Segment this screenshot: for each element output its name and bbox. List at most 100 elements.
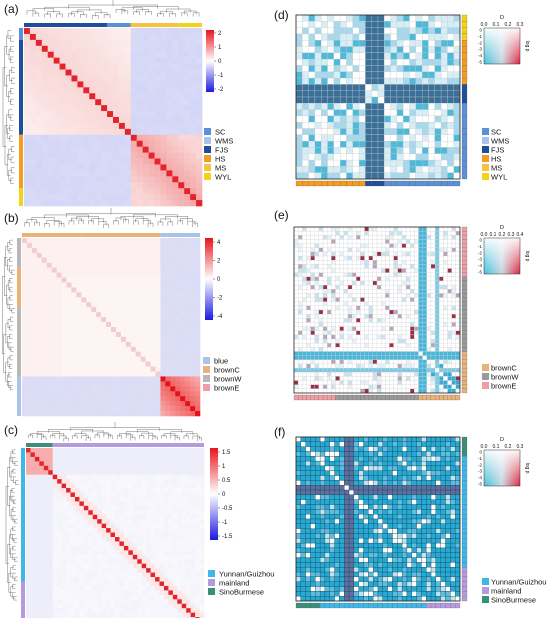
panel-e-bottom-group-bar	[381, 394, 386, 401]
panel-e-legend-label-1: brownW	[491, 373, 519, 382]
panel-e-key-ytick: -2	[478, 250, 482, 255]
panel-label-f: (f)	[274, 425, 286, 439]
panel-e-right-group-bar	[461, 268, 468, 273]
panel-e-bottom-group-bar	[314, 394, 320, 401]
panel-d-key-ytick: -2	[478, 40, 482, 45]
panel-e-bottom-group-bar	[352, 394, 357, 401]
panel-d-bottom-group-bar	[434, 180, 442, 187]
panel-d-key-fade	[484, 28, 520, 64]
panel-e-right-group-bar	[461, 309, 468, 315]
panel-f-legend-swatch-1	[482, 587, 489, 594]
panel-c-top-group-bar	[52, 443, 205, 447]
panel-f-bottom-group-bar	[373, 602, 379, 609]
panel-b-left-group-bar	[17, 267, 21, 308]
panel-a-legend-swatch-5	[204, 173, 211, 180]
panel-f-bottom-group-bar	[387, 602, 393, 609]
panel-d-bottom-group-bar	[346, 180, 353, 187]
panel-d-right-group-bar	[461, 109, 468, 117]
panel-b-legend-swatch-2	[203, 375, 210, 382]
panel-f-bottom-group-bar	[426, 602, 432, 609]
panel-d-bottom-group-bar	[409, 180, 416, 187]
panel-a-left-group-bar	[19, 188, 23, 206]
panel-d-legend-label-0: SC	[491, 128, 502, 137]
panel-d-right-group-bar	[461, 103, 468, 110]
panel-e-bottom-group-bar	[335, 394, 340, 401]
panel-d-bottom-group-bar	[327, 180, 334, 187]
panel-e-bottom-group-bar	[376, 394, 382, 401]
panel-e-key-fade	[484, 238, 520, 274]
panel-d-right-group-bar	[461, 65, 468, 72]
panel-e-key-frame	[483, 237, 521, 275]
panel-d-right-group-bar	[461, 96, 468, 104]
panel-d-right-group-bar	[461, 59, 468, 66]
panel-e-bottom-group-bar	[306, 394, 311, 401]
panel-d-bottom-group-bar	[422, 180, 429, 187]
panel-e-right-group-bar	[461, 293, 468, 298]
panel-f-legend-swatch-2	[482, 596, 489, 603]
panel-d-right-group-bar	[461, 166, 468, 173]
panel-e-right-group-bar	[461, 372, 468, 377]
panel-b-left-group-bar	[17, 238, 21, 268]
panel-c-legend-label-0: Yunnan/Guizhou	[219, 570, 274, 579]
panel-d-key-xtick: 0.3	[517, 22, 524, 28]
panel-a-legend-swatch-0	[204, 128, 211, 135]
panel-e-bottom-group-bar	[347, 394, 353, 401]
panel-f-bottom-group-bar	[445, 602, 451, 609]
panel-f-right-group-bar	[461, 557, 468, 563]
panel-f-right-group-bar	[461, 571, 468, 577]
panel-b-colorbar-tick-label: 4	[217, 240, 221, 246]
panel-e-bottom-group-bar	[327, 394, 332, 401]
panel-f-right-group-bar	[461, 533, 468, 539]
panel-a-legend-label-3: HS	[215, 155, 225, 164]
panel-f-key-ytick: -2	[478, 462, 482, 467]
panel-a-legend-swatch-2	[204, 146, 211, 153]
panel-d-legend-label-4: MS	[491, 164, 502, 173]
panel-e-bottom-group-bar	[385, 394, 390, 401]
panel-d-bottom-group-bar	[308, 180, 316, 187]
panel-f-right-group-bar	[461, 465, 468, 471]
panel-e-bottom-group-bar	[302, 394, 307, 401]
panel-e-right-group-bar	[461, 314, 468, 319]
panel-a-heatmap	[19, 23, 203, 207]
panel-f-right-group-bar	[461, 480, 468, 486]
panel-e-bottom-group-bar	[414, 394, 419, 401]
panel-a-top-group-bar	[107, 23, 131, 27]
panel-d-key-ytick: -4	[478, 53, 482, 58]
panel-e-bottom-group-bar	[318, 394, 324, 401]
panel-e-bottom-group-bar	[372, 394, 378, 401]
panel-f-bottom-group-bar	[382, 602, 388, 609]
panel-e-right-group-bar	[461, 363, 468, 369]
panel-f-key-xtick: 0.3	[517, 444, 524, 450]
panel-e-frame	[293, 226, 461, 394]
panel-a-top-group-bar	[24, 23, 108, 27]
panel-e-right-group-bar	[461, 289, 468, 294]
panel-c-legend-swatch-2	[208, 588, 215, 595]
panel-f-right-group-bar	[461, 523, 468, 529]
panel-e-bottom-group-bar	[443, 394, 448, 401]
panel-f-right-group-bar	[461, 552, 468, 558]
panel-f-bottom-group-bar	[358, 602, 364, 609]
panel-f-bottom-group-bar	[440, 602, 446, 609]
panel-d-frame	[295, 14, 461, 180]
panel-e-right-group-bar	[461, 347, 468, 352]
panel-a-colorbar-tick-label: 1	[218, 45, 222, 51]
panel-c-left-group-bar	[21, 581, 25, 618]
panel-c-colorbar-tick-label: 1.5	[222, 450, 231, 456]
panel-b-colorbar-tick-label: -2	[217, 296, 223, 302]
panel-f-bottom-group-bar	[450, 602, 456, 609]
panel-f-right-group-bar	[461, 538, 468, 544]
panel-a-top-group-bar	[178, 23, 202, 27]
panel-d-legend-swatch-3	[482, 155, 489, 162]
panel-c-left-group-bar	[21, 483, 25, 582]
panel-b-top-dendrogram	[24, 208, 198, 229]
panel-b-heatmap	[17, 233, 201, 417]
panel-e-legend-swatch-0	[482, 364, 489, 371]
panel-e-right-group-bar	[461, 247, 468, 253]
panel-c-colorbar-tick-label: 0.5	[222, 478, 231, 484]
panel-c-legend-label-1: mainland	[219, 579, 249, 588]
panel-f-right-group-bar	[461, 475, 468, 481]
panel-d-bottom-group-bar	[447, 180, 454, 187]
panel-f-bottom-group-bar	[411, 602, 417, 609]
panel-e-bottom-group-bar	[331, 394, 336, 401]
panel-d-right-group-bar	[461, 27, 468, 35]
